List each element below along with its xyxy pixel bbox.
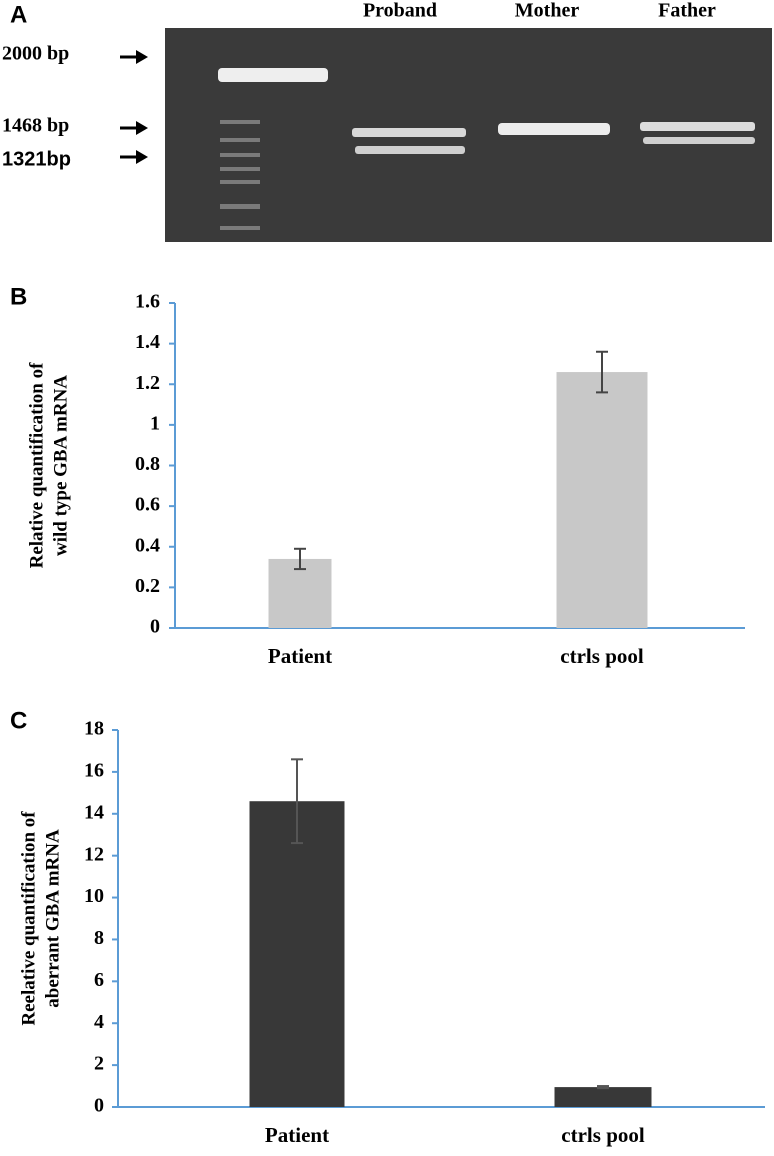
panel-label: C (10, 707, 27, 734)
y-tick-label: 18 (84, 718, 104, 740)
y-tick-label: 0.6 (135, 494, 160, 516)
panel-label: B (10, 283, 27, 310)
error-bar (597, 1085, 609, 1090)
y-tick-label: 16 (84, 759, 104, 781)
arrows (120, 50, 148, 164)
bar (268, 558, 332, 628)
x-tick-label: Patient (268, 644, 332, 668)
y-axis-label: Reelative quantification of (18, 811, 39, 1026)
y-tick-label: 1.4 (135, 331, 160, 353)
y-axis-label: Relative quantification of (26, 362, 47, 568)
y-tick-label: 1.2 (135, 372, 160, 394)
y-tick-label: 0 (94, 1095, 104, 1117)
x-tick-label: ctrls pool (560, 644, 644, 668)
lane-label: Mother (515, 0, 580, 22)
y-tick-label: 0 (150, 616, 160, 638)
y-tick-label: 4 (94, 1011, 104, 1033)
y-tick-label: 14 (84, 801, 104, 823)
y-tick-label: 8 (94, 927, 104, 949)
y-axis-label: wild type GBA mRNA (50, 375, 71, 556)
error-bar (291, 758, 303, 845)
bar (249, 801, 345, 1107)
error-bar (596, 350, 608, 394)
marker-label: 1468 bp (2, 115, 69, 137)
marker-label: 2000 bp (2, 43, 69, 65)
x-tick-label: ctrls pool (561, 1123, 645, 1147)
x-tick-label: Patient (265, 1123, 329, 1147)
y-tick-label: 0.4 (135, 534, 160, 556)
marker-label: 1321bp (2, 148, 71, 170)
y-tick-label: 1.6 (135, 291, 160, 313)
y-tick-label: 0.8 (135, 453, 160, 475)
panel-label: A (10, 1, 27, 28)
y-tick-label: 10 (84, 885, 104, 907)
bar (554, 1087, 652, 1107)
y-axis-label: aberrant GBA mRNA (42, 829, 63, 1008)
y-tick-label: 1 (150, 412, 160, 434)
lane-label: Father (658, 0, 716, 22)
bar (556, 372, 648, 628)
y-tick-label: 6 (94, 969, 104, 991)
y-tick-label: 2 (94, 1053, 104, 1075)
lane-label: Proband (363, 0, 437, 22)
gel-image (165, 28, 772, 242)
error-bar (294, 547, 306, 571)
y-tick-label: 0.2 (135, 575, 160, 597)
y-tick-label: 12 (84, 843, 104, 865)
